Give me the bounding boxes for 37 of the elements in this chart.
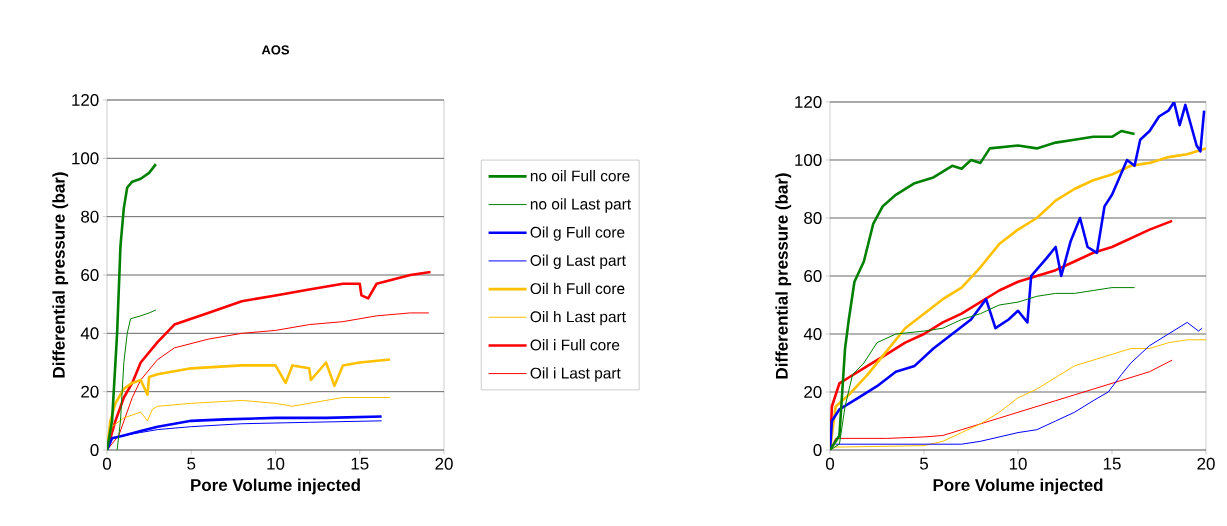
y-tick-label: 20 [804, 386, 822, 398]
legend-label: Oil i Last part [530, 367, 621, 382]
x-tick-label: 0 [102, 457, 112, 470]
y-tick-label: 80 [804, 212, 822, 224]
legend-label: Oil i Full core [530, 339, 620, 351]
x-tick-label: 20 [1197, 457, 1215, 470]
x-axis-title: Pore Volume injected [933, 478, 1103, 495]
y-tick-label: 0 [813, 444, 822, 456]
y-axis-title: Differential pressure (bar) [52, 172, 69, 378]
y-tick-label: 20 [81, 385, 99, 398]
y-tick-label: 40 [80, 327, 99, 340]
x-tick-label: 20 [435, 457, 453, 470]
chart-title: AOS [261, 45, 290, 55]
x-axis-title: Pore Volume injected [191, 478, 360, 495]
y-tick-label: 80 [81, 210, 99, 223]
x-tick-label: 5 [919, 457, 928, 470]
x-tick-label: 5 [187, 457, 196, 470]
x-tick-label: 10 [1009, 457, 1027, 470]
y-tick-label: 0 [90, 444, 99, 456]
legend-label: no oil Last part [530, 198, 631, 213]
x-tick-label: 0 [825, 457, 835, 470]
legend-label: Oil h Full core [530, 282, 625, 295]
y-tick-label: 60 [804, 270, 822, 282]
legend-label: Oil h Last part [530, 310, 626, 326]
legend-label: Oil g Full core [530, 226, 625, 241]
legend-label: no oil Full core [530, 170, 630, 182]
y-tick-label: 60 [81, 269, 99, 281]
y-tick-label: 120 [72, 94, 99, 106]
y-tick-label: 100 [72, 152, 99, 165]
y-tick-label: 120 [795, 96, 822, 108]
legend-label: Oil g Last part [530, 254, 626, 269]
y-tick-label: 100 [795, 154, 822, 166]
x-tick-label: 10 [267, 457, 285, 470]
y-axis-title: Differential pressure (bar) [775, 173, 792, 379]
x-tick-label: 15 [351, 457, 369, 470]
x-tick-label: 15 [1103, 457, 1121, 470]
y-tick-label: 40 [803, 328, 822, 340]
